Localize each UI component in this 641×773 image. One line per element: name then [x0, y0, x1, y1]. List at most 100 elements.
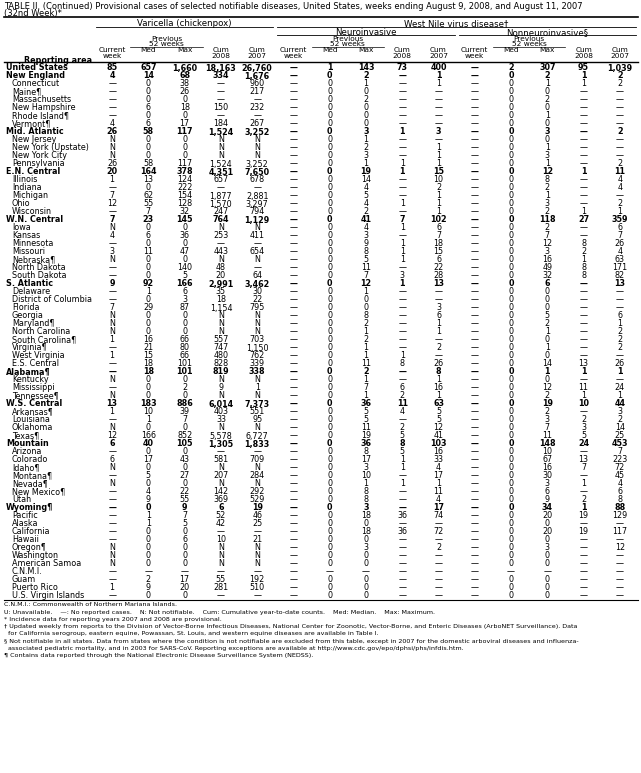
- Text: Mississippi: Mississippi: [12, 383, 54, 393]
- Text: 1: 1: [545, 328, 550, 336]
- Text: N: N: [109, 144, 115, 152]
- Text: 0: 0: [508, 407, 513, 417]
- Text: 0: 0: [146, 527, 151, 536]
- Text: —: —: [398, 591, 406, 601]
- Text: 1,676: 1,676: [245, 71, 270, 80]
- Text: —: —: [471, 280, 479, 288]
- Text: 44: 44: [614, 400, 626, 408]
- Text: N: N: [254, 256, 260, 264]
- Text: —: —: [616, 536, 624, 544]
- Text: 0: 0: [328, 144, 332, 152]
- Text: 0: 0: [508, 376, 513, 384]
- Text: —: —: [470, 175, 479, 185]
- Text: Illinois: Illinois: [12, 175, 37, 185]
- Text: —: —: [579, 199, 588, 209]
- Text: Previous: Previous: [151, 36, 182, 42]
- Text: —: —: [470, 223, 479, 233]
- Text: Hawaii: Hawaii: [12, 536, 39, 544]
- Text: 0: 0: [146, 391, 151, 400]
- Text: —: —: [108, 80, 116, 88]
- Text: 0: 0: [508, 383, 513, 393]
- Text: 0: 0: [328, 231, 332, 240]
- Text: 1: 1: [617, 319, 622, 329]
- Text: 7: 7: [146, 207, 151, 216]
- Text: 5: 5: [581, 431, 586, 441]
- Text: —: —: [398, 472, 406, 481]
- Text: N: N: [218, 135, 224, 145]
- Text: 0: 0: [508, 271, 513, 281]
- Text: 4: 4: [110, 120, 115, 128]
- Text: 20: 20: [542, 527, 553, 536]
- Text: Iowa: Iowa: [12, 223, 31, 233]
- Text: 0: 0: [327, 216, 333, 224]
- Text: 0: 0: [545, 551, 550, 560]
- Text: —: —: [290, 240, 297, 248]
- Text: Nonneuroinvasive§: Nonneuroinvasive§: [506, 28, 588, 37]
- Text: 0: 0: [328, 288, 332, 297]
- Text: 10: 10: [578, 400, 589, 408]
- Text: 0: 0: [328, 271, 332, 281]
- Text: 1: 1: [363, 352, 369, 360]
- Text: —: —: [470, 207, 479, 216]
- Text: —: —: [470, 391, 479, 400]
- Text: N: N: [218, 551, 224, 560]
- Text: 1: 1: [436, 479, 441, 489]
- Text: 38: 38: [179, 80, 190, 88]
- Text: 19: 19: [579, 512, 588, 520]
- Text: 0: 0: [328, 256, 332, 264]
- Text: 0: 0: [146, 223, 151, 233]
- Text: 13: 13: [579, 359, 588, 369]
- Text: 0: 0: [363, 584, 369, 592]
- Text: 1,150: 1,150: [246, 343, 269, 352]
- Text: 0: 0: [328, 464, 332, 472]
- Text: Current
week: Current week: [461, 47, 488, 60]
- Text: California: California: [12, 527, 51, 536]
- Text: 36: 36: [360, 400, 372, 408]
- Text: 1: 1: [581, 256, 586, 264]
- Text: 0: 0: [545, 135, 550, 145]
- Text: 26: 26: [433, 359, 444, 369]
- Text: 369: 369: [213, 495, 228, 505]
- Text: 2: 2: [617, 416, 622, 424]
- Text: 0: 0: [508, 71, 514, 80]
- Text: Puerto Rico: Puerto Rico: [12, 584, 58, 592]
- Text: 1: 1: [110, 407, 115, 417]
- Text: —: —: [579, 319, 588, 329]
- Text: 1: 1: [363, 135, 369, 145]
- Text: —: —: [435, 120, 442, 128]
- Text: —: —: [471, 503, 479, 512]
- Text: 0: 0: [146, 551, 151, 560]
- Text: —: —: [290, 495, 297, 505]
- Text: —: —: [290, 120, 297, 128]
- Text: N: N: [109, 479, 115, 489]
- Text: N: N: [218, 319, 224, 329]
- Text: —: —: [579, 551, 588, 560]
- Text: 5: 5: [363, 192, 369, 200]
- Text: 5: 5: [363, 256, 369, 264]
- Text: 4: 4: [363, 183, 369, 192]
- Text: —: —: [290, 63, 297, 73]
- Text: 4: 4: [363, 223, 369, 233]
- Text: Max: Max: [177, 47, 192, 53]
- Text: 0: 0: [508, 128, 514, 137]
- Text: 886: 886: [176, 400, 193, 408]
- Text: 1: 1: [545, 80, 550, 88]
- Text: —: —: [290, 247, 297, 257]
- Text: —: —: [616, 519, 624, 529]
- Text: 2: 2: [146, 576, 151, 584]
- Text: Previous: Previous: [513, 36, 545, 42]
- Text: 17: 17: [433, 503, 444, 512]
- Text: 1: 1: [400, 479, 404, 489]
- Text: —: —: [579, 576, 588, 584]
- Text: 0: 0: [508, 183, 513, 192]
- Text: —: —: [470, 144, 479, 152]
- Text: 1: 1: [146, 416, 151, 424]
- Text: 16: 16: [144, 335, 153, 345]
- Text: 0: 0: [508, 464, 513, 472]
- Text: —: —: [290, 192, 297, 200]
- Text: 7: 7: [110, 304, 115, 312]
- Text: 5,578: 5,578: [210, 431, 232, 441]
- Text: 166: 166: [176, 280, 193, 288]
- Text: 0: 0: [545, 352, 550, 360]
- Text: 5: 5: [363, 416, 369, 424]
